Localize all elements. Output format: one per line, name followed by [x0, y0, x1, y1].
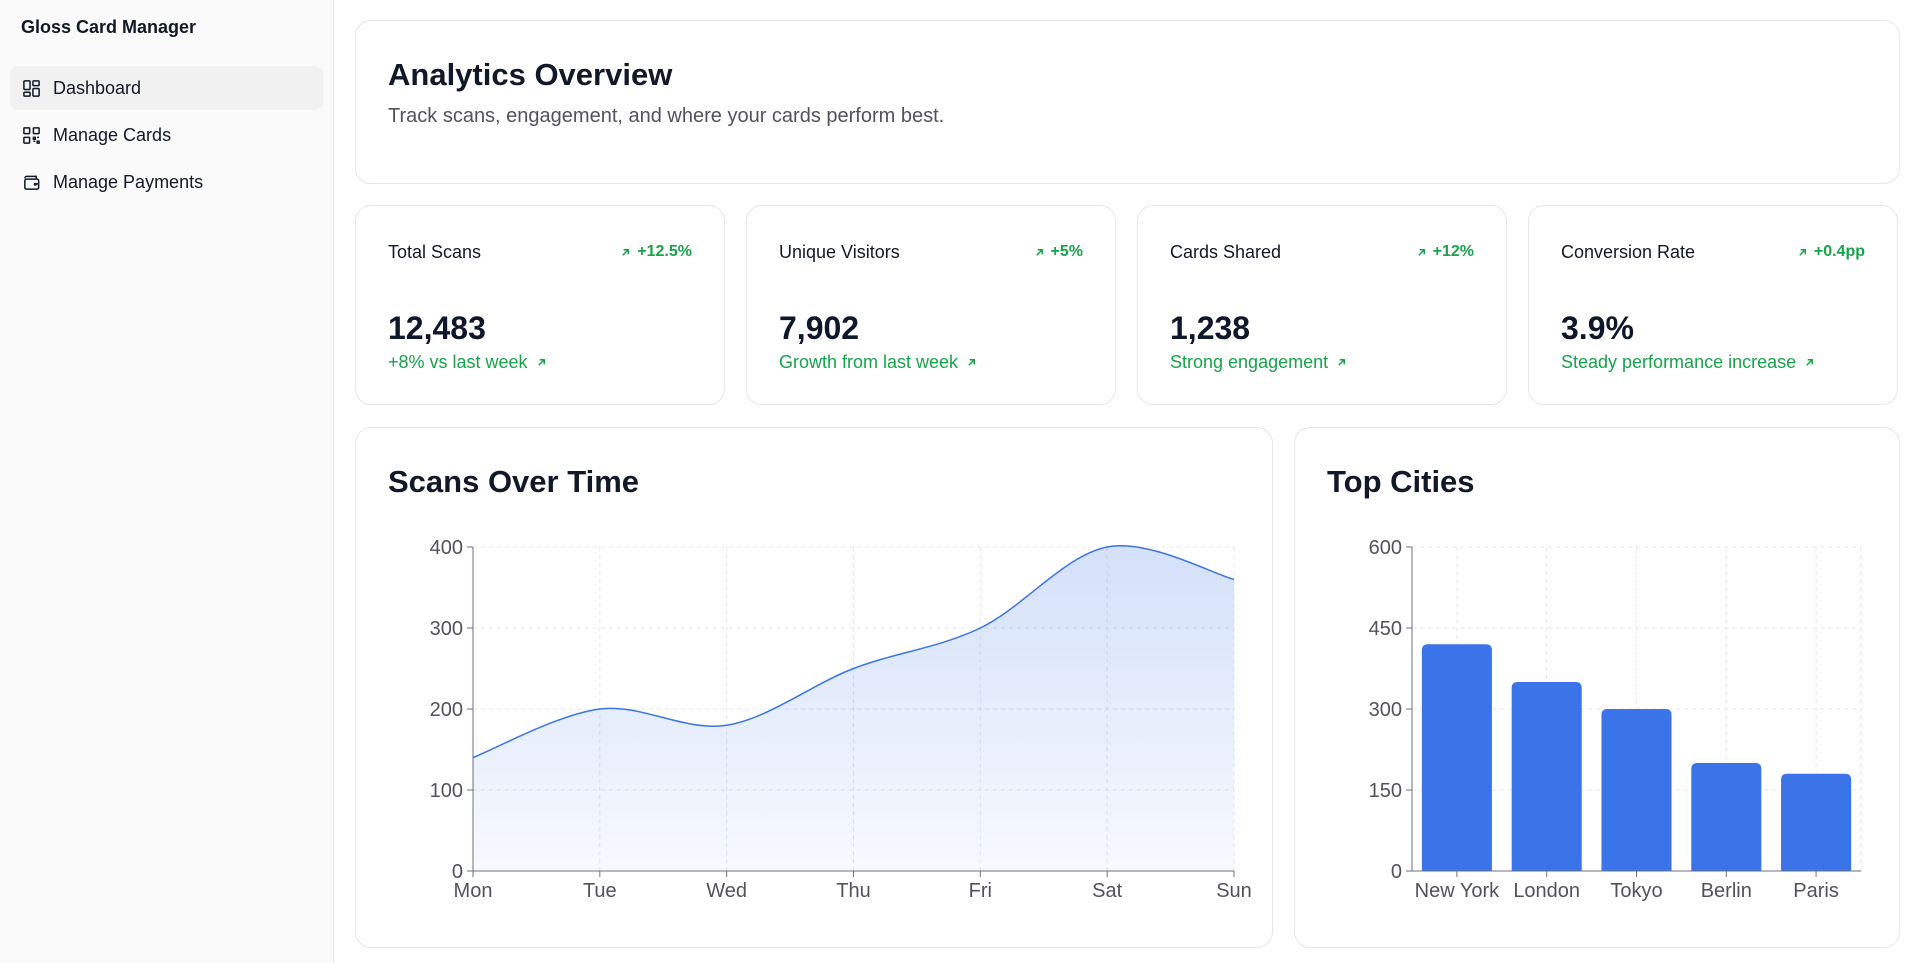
x-tick-label: Paris: [1793, 880, 1839, 902]
x-tick-label: Thu: [836, 880, 870, 902]
stat-foot-text: Growth from last week: [779, 352, 959, 372]
stat-badge-text: +0.4pp: [1813, 243, 1865, 260]
bar: [1511, 682, 1582, 871]
sidebar-nav: Dashboard Manage Cards Manage Payments: [10, 66, 323, 207]
y-tick-label: 300: [1369, 699, 1402, 721]
y-tick-label: 150: [1369, 780, 1402, 802]
x-tick-label: Sun: [1216, 880, 1252, 902]
y-tick-label: 600: [1369, 537, 1402, 559]
arrow-up-right-icon: [1799, 248, 1806, 256]
bar: [1781, 773, 1852, 871]
x-tick-label: New York: [1415, 880, 1500, 902]
x-tick-label: Wed: [706, 880, 747, 902]
stat-label: Total Scans: [388, 242, 482, 262]
arrow-up-right-icon: [1417, 248, 1425, 256]
stat-label: Conversion Rate: [1561, 242, 1696, 262]
top-cities-card: Top Cities 0 150 300 450 600 New York London To…: [1294, 427, 1900, 948]
bar: [1691, 763, 1762, 871]
stat-card-unique-visitors: Unique Visitors +5% 7,902 Growth from la…: [746, 205, 1116, 405]
y-tick-label: 200: [430, 699, 463, 721]
stat-badge-text: +12%: [1432, 243, 1474, 260]
stat-badge: +12.5%: [620, 243, 692, 261]
stat-foot-text: +8% vs last week: [388, 352, 528, 372]
stat-badge: +12%: [1416, 243, 1474, 261]
data-point: [598, 707, 602, 711]
page-title: Analytics Overview: [388, 57, 673, 92]
sidebar-item-manage-payments[interactable]: Manage Payments: [10, 160, 323, 204]
stat-value: 12,483: [388, 310, 486, 346]
sidebar-item-manage-cards[interactable]: Manage Cards: [10, 113, 323, 157]
x-tick-label: Mon: [454, 880, 493, 902]
bar: [1421, 644, 1492, 871]
arrow-up-right-icon: [1035, 248, 1043, 256]
stat-value: 1,238: [1170, 310, 1251, 346]
arrow-up-right-icon: [1338, 359, 1346, 366]
arrow-up-right-icon: [1806, 359, 1814, 366]
chart-title: Top Cities: [1327, 464, 1475, 499]
y-tick-label: 100: [430, 780, 463, 802]
x-tick-label: London: [1513, 880, 1580, 902]
stat-card-cards-shared: Cards Shared +12% 1,238 Strong engagemen…: [1137, 205, 1507, 405]
stat-badge: +5%: [1034, 243, 1083, 261]
stat-label: Unique Visitors: [779, 242, 900, 262]
stat-value: 3.9%: [1561, 310, 1634, 346]
y-tick-label: 0: [452, 861, 463, 883]
stat-badge-text: +12.5%: [637, 243, 692, 260]
sidebar: Gloss Card Manager Dashboard Manage Card…: [0, 0, 334, 963]
stat-card-conversion-rate: Conversion Rate +0.4pp 3.9% Steady perfo…: [1528, 205, 1898, 405]
stat-card-total-scans: Total Scans +12.5% 12,483 +8% vs last we…: [355, 205, 725, 405]
x-tick-label: Tue: [583, 880, 617, 902]
x-tick-label: Tokyo: [1610, 880, 1662, 902]
sidebar-item-label: Manage Payments: [53, 171, 204, 192]
bar: [1601, 709, 1672, 871]
y-tick-label: 300: [430, 618, 463, 640]
arrow-up-right-icon: [537, 359, 545, 366]
arrow-up-right-icon: [622, 248, 630, 256]
scans-over-time-card: Scans Over Time 0 100 200 300 400 Mon Tue Wed Th…: [355, 427, 1273, 948]
app-title: Gloss Card Manager: [21, 17, 197, 37]
analytics-header-card: Analytics Overview Track scans, engageme…: [355, 20, 1900, 184]
series-line: [472, 545, 1235, 759]
y-tick-label: 0: [1391, 861, 1402, 883]
stat-foot: +8% vs last week: [388, 352, 547, 373]
y-tick-label: 400: [430, 537, 463, 559]
stat-foot-text: Strong engagement: [1170, 352, 1329, 372]
y-tick-label: 450: [1369, 618, 1402, 640]
stat-label: Cards Shared: [1170, 242, 1282, 262]
page-subtitle: Track scans, engagement, and where your …: [388, 105, 945, 127]
x-tick-label: Sat: [1092, 880, 1122, 902]
stat-badge: +0.4pp: [1797, 243, 1865, 261]
sidebar-item-label: Dashboard: [53, 77, 142, 98]
x-tick-label: Fri: [969, 880, 992, 902]
qr-code-icon: [23, 126, 40, 144]
stat-badge-text: +5%: [1050, 243, 1083, 260]
sidebar-item-label: Manage Cards: [53, 124, 172, 145]
dashboard-icon: [23, 79, 40, 97]
x-tick-label: Berlin: [1701, 880, 1752, 902]
stat-foot: Growth from last week: [779, 352, 977, 373]
stat-foot: Strong engagement: [1170, 352, 1347, 373]
chart-title: Scans Over Time: [388, 464, 640, 499]
series-area: [473, 545, 1234, 871]
wallet-icon: [24, 175, 40, 190]
data-point: [1232, 577, 1236, 581]
data-point: [852, 667, 856, 671]
stat-value: 7,902: [779, 310, 860, 346]
data-point: [978, 626, 982, 630]
data-point: [1105, 545, 1109, 549]
stat-foot: Steady performance increase: [1561, 352, 1815, 373]
top-cities-chart: 0 150 300 450 600 New York London Tokyo Berlin Pa…: [1369, 537, 1862, 902]
scans-over-time-chart: 0 100 200 300 400 Mon Tue Wed Thu Fri Sat Sun: [430, 537, 1252, 902]
arrow-up-right-icon: [968, 359, 976, 366]
stat-foot-text: Steady performance increase: [1561, 352, 1797, 372]
sidebar-item-dashboard[interactable]: Dashboard: [10, 66, 323, 110]
data-point: [725, 723, 729, 727]
